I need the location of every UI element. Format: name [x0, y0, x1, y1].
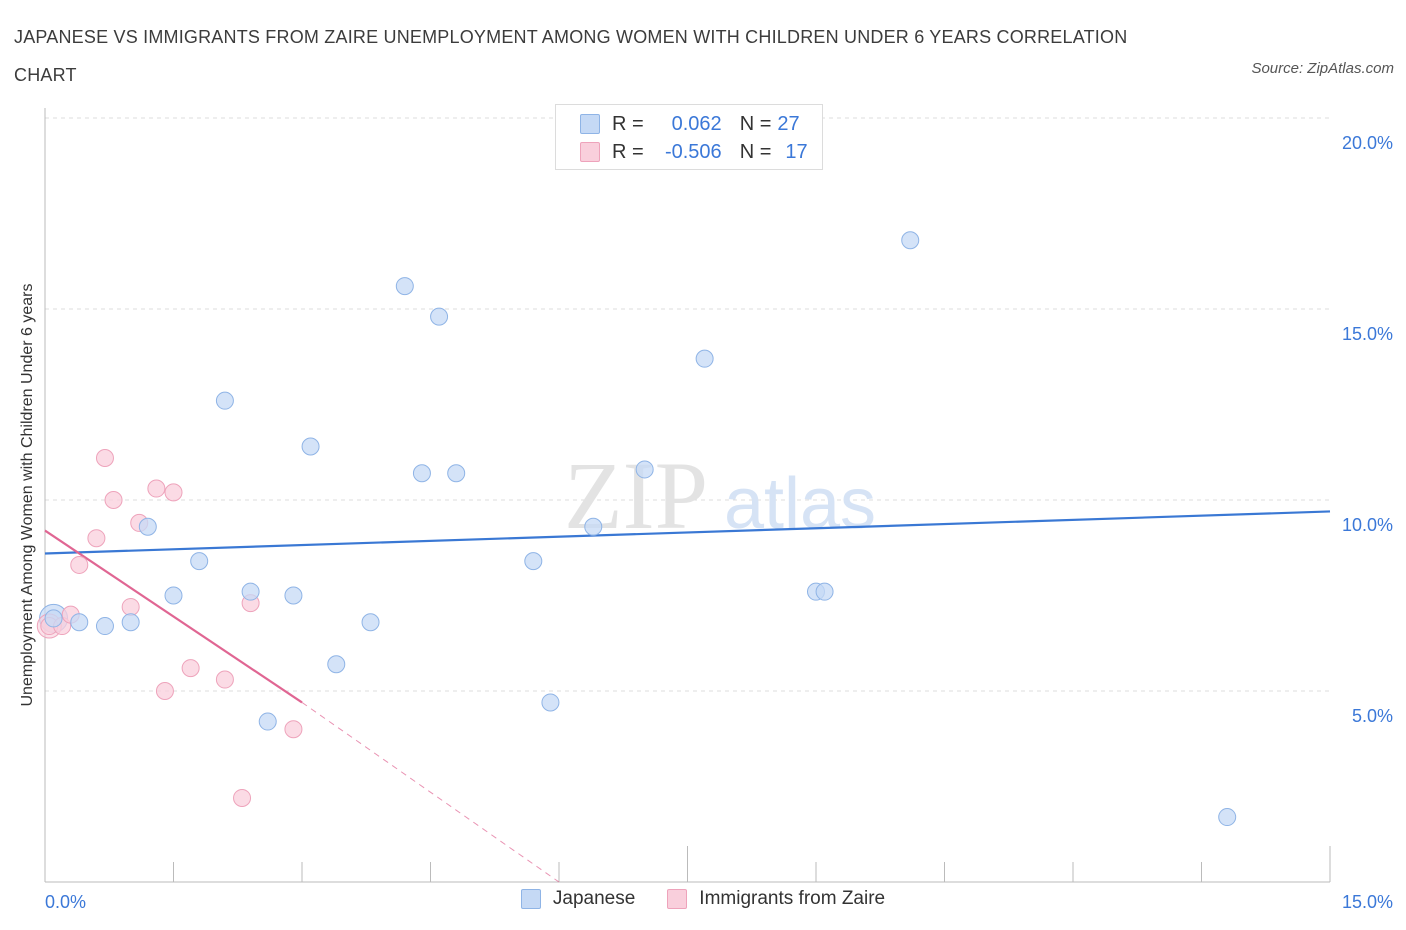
data-point-japanese: [524, 552, 543, 571]
data-point-japanese: [541, 693, 560, 712]
data-point-japanese: [815, 582, 834, 601]
y-tick-label: 10.0%: [1342, 515, 1393, 535]
legend-r-label: R =: [612, 112, 644, 135]
legend-item-japanese[interactable]: Japanese: [520, 888, 636, 910]
data-point-japanese: [301, 437, 320, 456]
legend-label-zaire: Immigrants from Zaire: [699, 888, 886, 909]
data-point-zaire: [104, 491, 123, 509]
data-point-zaire: [164, 483, 183, 502]
legend-label-japanese: Japanese: [552, 888, 636, 909]
data-point-japanese: [241, 582, 260, 601]
legend-r-value-zaire: -0.506: [664, 140, 722, 163]
axes: [44, 108, 1331, 883]
data-point-japanese: [215, 391, 234, 410]
data-point-japanese: [284, 586, 303, 605]
source-label: Source: ZipAtlas.com: [1251, 60, 1394, 77]
legend-n-label: N =: [739, 140, 772, 163]
data-points: [36, 231, 1237, 827]
data-point-japanese: [412, 464, 431, 483]
data-point-zaire: [95, 448, 114, 467]
legend-item-zaire[interactable]: Immigrants from Zaire: [667, 888, 885, 910]
legend-swatch-japanese: [580, 114, 600, 134]
data-point-japanese: [121, 613, 140, 632]
data-point-zaire: [233, 788, 252, 807]
data-point-japanese: [584, 517, 603, 536]
data-point-japanese: [138, 517, 157, 536]
trend-line-zaire-extrapolated: [301, 702, 560, 883]
legend-n-value-zaire: 17: [785, 140, 808, 163]
data-point-zaire: [121, 597, 140, 616]
data-point-japanese: [190, 552, 209, 571]
series-legend: Japanese Immigrants from Zaire: [0, 888, 1406, 910]
data-point-japanese: [327, 655, 346, 674]
data-point-japanese: [635, 460, 654, 479]
data-point-zaire: [181, 659, 200, 678]
data-point-japanese: [164, 586, 183, 605]
trend-line-japanese: [44, 510, 1331, 555]
trend-lines: [44, 510, 1331, 883]
watermark-atlas: atlas: [724, 464, 876, 544]
trend-line-zaire: [44, 529, 303, 704]
x-tick-label: 15.0%: [1342, 892, 1393, 912]
y-tick-label: 15.0%: [1342, 324, 1393, 344]
data-point-japanese: [447, 464, 466, 483]
data-point-zaire: [155, 682, 174, 700]
legend-n-value-japanese: 27: [777, 112, 800, 135]
data-point-japanese: [430, 307, 449, 326]
legend-row-japanese: R = 0.062 N = 27: [580, 111, 800, 137]
data-point-zaire: [87, 529, 106, 548]
legend-r-value-japanese: 0.062: [671, 112, 722, 135]
tick-labels: 5.0% 10.0% 15.0% 20.0% 0.0% 15.0%: [45, 133, 1393, 912]
data-point-japanese: [70, 613, 89, 632]
chart-title: JAPANESE VS IMMIGRANTS FROM ZAIRE UNEMPL…: [14, 27, 1128, 85]
legend-swatch-japanese: [520, 889, 541, 909]
data-point-japanese: [1218, 808, 1237, 827]
data-point-zaire: [284, 720, 303, 739]
data-point-japanese: [395, 277, 414, 296]
data-point-zaire: [147, 479, 166, 498]
correlation-legend: R = 0.062 N = 27 R = -0.506 N = 17: [555, 104, 823, 170]
x-tick-label: 0.0%: [45, 892, 86, 912]
watermark: ZIP atlas: [564, 442, 876, 549]
data-point-japanese: [44, 609, 63, 628]
legend-row-zaire: R = -0.506 N = 17: [580, 139, 808, 165]
data-point-japanese: [695, 349, 714, 368]
data-point-japanese: [95, 617, 114, 636]
y-tick-label: 5.0%: [1352, 706, 1393, 726]
y-tick-label: 20.0%: [1342, 133, 1393, 153]
legend-swatch-zaire: [667, 889, 688, 909]
legend-n-label: N =: [739, 112, 772, 135]
legend-swatch-zaire: [580, 142, 600, 162]
legend-r-label: R =: [612, 140, 644, 163]
data-point-zaire: [215, 670, 234, 689]
data-point-zaire: [70, 555, 89, 574]
data-point-japanese: [258, 712, 277, 731]
data-point-japanese: [361, 613, 380, 632]
data-point-japanese: [901, 231, 920, 250]
gridlines: [45, 117, 1330, 692]
